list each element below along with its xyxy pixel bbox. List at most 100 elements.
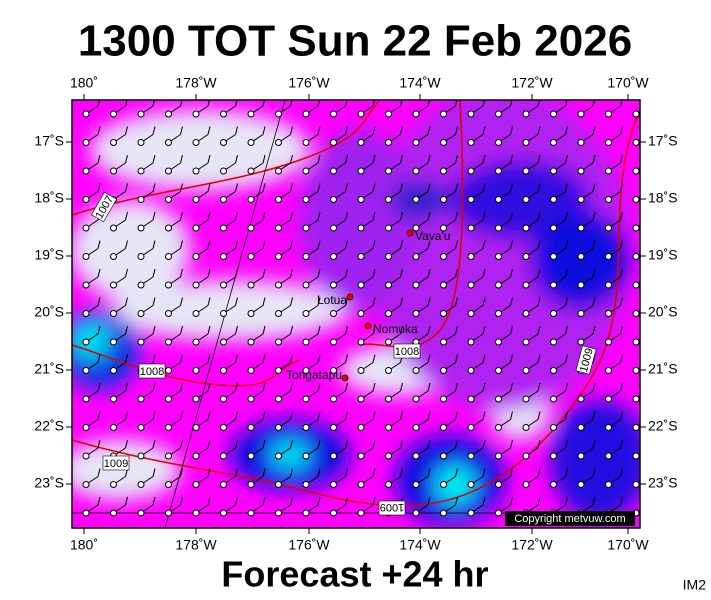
barb-station bbox=[165, 424, 172, 431]
barb-flag bbox=[180, 126, 183, 135]
barb-station bbox=[440, 139, 447, 146]
barb-flag bbox=[565, 154, 568, 164]
lat-label-left: 20˚S bbox=[34, 304, 64, 320]
lat-label-left: 23˚S bbox=[34, 475, 64, 491]
barb-flag bbox=[125, 183, 128, 192]
barb-flag bbox=[207, 126, 211, 135]
isobar-label-group: 1008 bbox=[393, 343, 421, 359]
barb-flag bbox=[152, 439, 156, 449]
barb-flag bbox=[317, 240, 321, 249]
barb-station bbox=[550, 110, 557, 118]
barb-station bbox=[165, 452, 172, 460]
barb-station bbox=[220, 481, 227, 488]
barb-flag bbox=[482, 411, 486, 420]
barb-station bbox=[165, 167, 172, 175]
barb-flag bbox=[290, 268, 293, 278]
barb-station bbox=[247, 367, 255, 374]
barb-station bbox=[550, 310, 557, 317]
barb-station bbox=[577, 395, 585, 403]
barb-flag bbox=[592, 411, 596, 420]
barb-station bbox=[632, 167, 640, 175]
barb-flag bbox=[482, 297, 486, 306]
barb-station bbox=[247, 224, 255, 232]
barb-flag bbox=[290, 154, 293, 164]
barb-flag bbox=[537, 354, 541, 363]
lon-label-bottom: 172˚W bbox=[511, 537, 553, 553]
barb-station bbox=[357, 310, 365, 317]
barb-station bbox=[302, 338, 310, 346]
barb-station bbox=[632, 196, 640, 203]
barb-flag bbox=[317, 354, 321, 363]
barb-station bbox=[165, 367, 172, 374]
barb-station bbox=[137, 395, 145, 403]
barb-flag bbox=[565, 411, 568, 420]
barb-flag bbox=[592, 183, 596, 192]
barb-station bbox=[165, 338, 172, 346]
barb-station bbox=[247, 481, 255, 488]
barb-flag bbox=[648, 383, 650, 391]
barb-station bbox=[302, 509, 310, 517]
lon-label-top: 180˚ bbox=[70, 75, 98, 91]
barb-station bbox=[495, 253, 502, 260]
barb-station bbox=[275, 110, 282, 118]
forecast-label: Forecast +24 hr bbox=[221, 554, 488, 595]
barb-station bbox=[440, 167, 447, 175]
isobar-label-bg bbox=[102, 455, 130, 471]
barb-station bbox=[550, 481, 557, 488]
barb-station bbox=[110, 110, 117, 118]
barb-station bbox=[522, 310, 530, 317]
barb-station bbox=[550, 395, 557, 403]
barb-flag bbox=[345, 183, 348, 192]
barb-station bbox=[220, 110, 227, 118]
barb-station bbox=[385, 424, 392, 431]
barb-station bbox=[192, 481, 200, 488]
barb-station bbox=[385, 253, 392, 260]
barb-flag bbox=[180, 468, 183, 477]
barb-flag bbox=[152, 154, 156, 164]
barb-flag bbox=[510, 496, 513, 506]
barb-flag bbox=[482, 154, 486, 164]
barb-station bbox=[82, 196, 90, 203]
barb-station bbox=[357, 452, 365, 460]
barb-flag bbox=[235, 411, 238, 420]
barb-station bbox=[440, 224, 447, 232]
barb-station bbox=[275, 452, 282, 460]
barb-flag bbox=[620, 268, 623, 278]
barb-station bbox=[192, 452, 200, 460]
barb-station bbox=[357, 253, 365, 260]
barb-flag bbox=[180, 496, 183, 506]
barb-flag bbox=[620, 411, 623, 420]
barb-station bbox=[192, 281, 200, 289]
barb-flag bbox=[400, 439, 403, 449]
barb-flag bbox=[235, 297, 238, 306]
barb-station bbox=[440, 310, 447, 317]
barb-station bbox=[357, 338, 365, 346]
lat-label-left: 19˚S bbox=[34, 247, 64, 263]
barb-station bbox=[357, 110, 365, 118]
barb-station bbox=[550, 367, 557, 374]
barb-station bbox=[82, 338, 90, 346]
barb-station bbox=[605, 367, 612, 374]
barb-station bbox=[247, 509, 255, 517]
barb-station bbox=[550, 139, 557, 146]
barb-flag bbox=[565, 268, 568, 278]
barb-flag bbox=[648, 497, 650, 505]
barb-station bbox=[330, 338, 337, 346]
barb-station bbox=[605, 424, 612, 431]
barb-station bbox=[302, 167, 310, 175]
barb-flag bbox=[262, 240, 266, 249]
barb-flag bbox=[620, 211, 623, 221]
barb-station bbox=[522, 338, 530, 346]
barb-station bbox=[165, 253, 172, 260]
barb-station bbox=[137, 224, 145, 232]
barb-flag bbox=[180, 100, 183, 107]
barb-station bbox=[192, 395, 200, 403]
barb-station bbox=[247, 253, 255, 260]
isobar-label-group: 1009 bbox=[378, 500, 406, 516]
barb-flag bbox=[207, 268, 211, 278]
barb-station bbox=[302, 253, 310, 260]
barb-station bbox=[330, 481, 337, 488]
barb-station bbox=[467, 452, 475, 460]
barb-station bbox=[522, 253, 530, 260]
barb-station bbox=[522, 367, 530, 374]
